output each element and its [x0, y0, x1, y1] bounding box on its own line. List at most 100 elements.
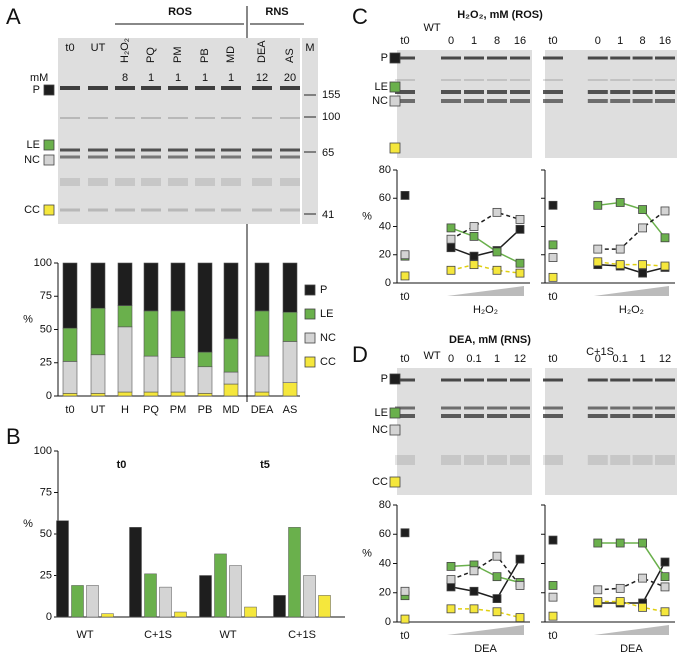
- gel-band: [252, 155, 272, 159]
- gel-band: [168, 148, 188, 152]
- bar-segment: [223, 383, 239, 397]
- point: [446, 223, 456, 233]
- series-line: [597, 201, 666, 239]
- lane-label: 1: [471, 35, 477, 47]
- point: [548, 592, 558, 602]
- gel-band: [115, 148, 135, 152]
- y-tick-label: 0: [46, 611, 52, 623]
- gel-band: [195, 178, 215, 186]
- gel-band: [60, 148, 80, 152]
- point: [515, 215, 525, 224]
- band-label: P: [33, 84, 40, 96]
- point: [615, 244, 625, 254]
- gel-band: [141, 117, 161, 119]
- gel: [397, 368, 532, 495]
- gel-band: [510, 90, 530, 94]
- bar-segment: [197, 262, 213, 353]
- gel-band: [464, 90, 484, 94]
- legend-swatch: [389, 142, 401, 154]
- legend-swatch: [304, 308, 316, 320]
- panel-letter: A: [6, 4, 21, 29]
- bar-segment: [90, 262, 106, 309]
- dose-label: 1: [202, 72, 208, 84]
- gel-band: [395, 455, 415, 465]
- y-tick-label: 25: [40, 357, 52, 369]
- bar-segment: [254, 262, 270, 312]
- y-tick-label: 75: [40, 290, 52, 302]
- band-label: LE: [375, 407, 388, 419]
- gel: [58, 38, 300, 224]
- legend-swatch: [389, 476, 401, 488]
- lane-label: 0: [448, 35, 454, 47]
- gel-band: [252, 117, 272, 119]
- point: [638, 205, 647, 214]
- series-line: [597, 261, 666, 267]
- gel-band: [221, 178, 241, 186]
- bar-segment: [143, 262, 159, 312]
- marker-size: 65: [322, 147, 334, 159]
- gel-band: [304, 151, 316, 153]
- gel-band: [195, 208, 215, 212]
- lane-label: M: [305, 42, 314, 54]
- point: [548, 253, 558, 262]
- bar: [214, 553, 227, 618]
- bar-segment: [282, 262, 298, 313]
- point: [660, 206, 670, 216]
- gel-band: [441, 90, 461, 94]
- bar-segment: [197, 351, 213, 368]
- gel-band: [115, 117, 135, 119]
- point: [638, 268, 647, 278]
- gel-band: [543, 378, 563, 382]
- y-tick-label: 50: [40, 528, 52, 540]
- bar-segment: [170, 310, 186, 358]
- x-axis-label: DEA: [474, 643, 497, 652]
- point: [469, 586, 479, 596]
- series-line: [450, 555, 521, 586]
- bar: [288, 527, 301, 618]
- gel-band: [655, 79, 675, 81]
- gel-band: [510, 56, 530, 60]
- gel-band: [304, 213, 316, 215]
- point: [638, 260, 647, 270]
- gel-band: [441, 56, 461, 60]
- bar-segment: [62, 361, 78, 394]
- gel-band: [168, 86, 188, 90]
- group-label: ROS: [168, 6, 192, 18]
- gel-band: [632, 56, 653, 60]
- gel-band: [195, 86, 215, 90]
- gel-band: [587, 90, 608, 94]
- point: [615, 597, 625, 606]
- point: [446, 234, 456, 244]
- bar-segment: [117, 391, 133, 397]
- gel: [302, 38, 318, 224]
- point: [660, 261, 670, 271]
- gel-band: [632, 406, 653, 410]
- chart-title: DEA, mM (RNS): [449, 334, 531, 346]
- lane-label: 1: [617, 35, 623, 47]
- gel-band: [655, 99, 675, 103]
- y-tick-label: 100: [34, 445, 52, 457]
- gel-band: [487, 56, 507, 60]
- gel-band: [60, 208, 80, 212]
- bar: [174, 611, 187, 618]
- point: [469, 251, 479, 261]
- gel-band: [115, 155, 135, 159]
- y-axis-label: %: [362, 547, 372, 559]
- point: [515, 554, 525, 564]
- gel-band: [441, 378, 461, 382]
- gel-band: [464, 455, 484, 465]
- gel-band: [441, 455, 461, 465]
- bar: [71, 585, 84, 618]
- gel-band: [464, 56, 484, 60]
- point: [492, 247, 502, 257]
- lane-label: 12: [659, 353, 671, 365]
- lane-label: 0: [595, 35, 601, 47]
- point: [400, 271, 410, 281]
- series-line: [597, 263, 666, 274]
- gel: [397, 50, 532, 158]
- gel-band: [60, 155, 80, 159]
- gel-band: [464, 406, 484, 410]
- gel-band: [543, 56, 563, 60]
- gel-band: [510, 378, 530, 382]
